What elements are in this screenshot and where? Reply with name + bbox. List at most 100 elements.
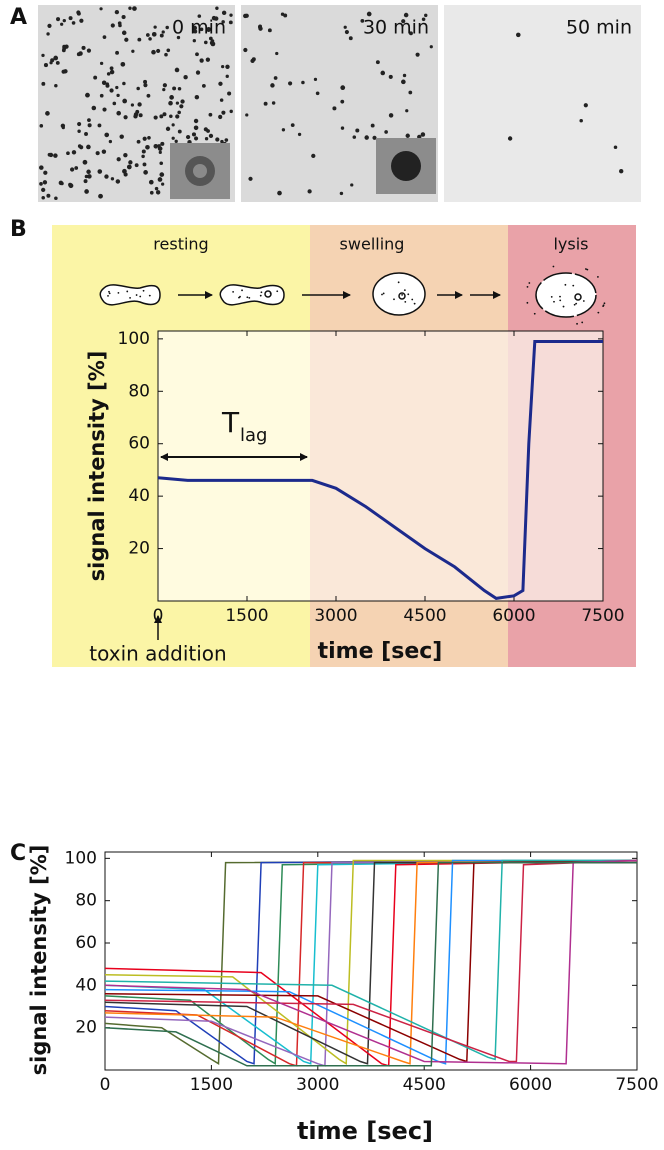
data-line <box>104 859 637 1061</box>
cell-dot <box>208 112 213 117</box>
cell-dot <box>199 58 204 63</box>
particle <box>553 300 555 303</box>
cell-dot <box>180 99 185 104</box>
cell-dot <box>343 25 347 29</box>
cell-dot <box>183 75 188 80</box>
inset-center <box>193 164 207 178</box>
data-line <box>104 859 638 1063</box>
cell-dot <box>84 132 88 136</box>
cell-dot <box>122 98 128 104</box>
cell-dot <box>340 85 346 91</box>
cell-dot <box>137 102 142 107</box>
cell-dot <box>61 69 66 74</box>
cell-dot <box>123 152 128 158</box>
cell-dot <box>53 153 58 158</box>
cell-dot <box>151 31 157 37</box>
data-line <box>104 861 637 1067</box>
particle <box>117 292 120 294</box>
time-label: 50 min <box>566 17 632 39</box>
cell-dot <box>151 49 156 55</box>
cell-dot <box>104 132 110 138</box>
cell-dot <box>123 115 128 120</box>
cell-dot <box>165 126 171 132</box>
phase-plot-background <box>508 331 603 601</box>
particle <box>108 290 110 293</box>
cell-dot <box>109 69 115 75</box>
cell-dot <box>115 50 119 55</box>
cell-dot <box>229 13 233 17</box>
cell-dot <box>215 6 219 10</box>
cell-dot <box>66 151 70 156</box>
cell-dot <box>162 83 167 88</box>
cell-dot <box>209 40 214 45</box>
cell-dot <box>164 52 168 57</box>
cell-dot <box>41 195 45 200</box>
cell-dot <box>201 84 206 88</box>
cell-dot <box>348 36 353 41</box>
cell-dot <box>171 123 175 127</box>
cell-dot <box>340 126 345 130</box>
cell-dot <box>158 150 162 154</box>
nucleus <box>398 292 406 300</box>
cell-dot <box>192 39 196 43</box>
cell-dot <box>208 133 214 138</box>
x-tick-label: 3000 <box>296 1075 339 1095</box>
cell-dot <box>175 114 180 119</box>
cell-dot <box>102 107 107 112</box>
cell-dot <box>221 64 225 69</box>
particle <box>562 305 565 308</box>
cell-dot <box>148 37 152 41</box>
cell-dot <box>117 21 122 26</box>
particle <box>559 295 561 298</box>
cell-dot <box>204 137 209 141</box>
cell-dot <box>132 6 137 11</box>
particle <box>533 312 536 315</box>
cell-dot <box>161 30 165 34</box>
cell-dot <box>142 162 147 167</box>
cell-dot <box>227 91 232 96</box>
cell-dot <box>46 193 51 198</box>
cell-dot <box>138 113 143 118</box>
cell-dot <box>121 30 127 36</box>
cell-dot <box>191 132 197 137</box>
cell-dot <box>49 61 53 65</box>
cell-dot <box>176 35 181 40</box>
cell-dot <box>47 23 52 28</box>
particle <box>139 295 142 298</box>
cell-dot <box>145 33 150 37</box>
cell-dot <box>77 121 82 127</box>
cell-dot <box>71 21 76 25</box>
plot-frame <box>104 851 638 1071</box>
particle <box>528 282 531 284</box>
cell-dot <box>193 29 198 34</box>
cell-dot <box>102 35 107 39</box>
data-line <box>104 859 637 1065</box>
cell-dot <box>177 86 182 91</box>
cell-dot <box>147 135 151 140</box>
cell-dot <box>155 190 161 195</box>
cell-dot <box>143 170 148 175</box>
cell-dot <box>185 134 191 140</box>
cell-dot <box>46 32 50 36</box>
cell-dot <box>114 9 120 15</box>
cell-dot <box>143 79 148 84</box>
cell-dot <box>79 18 84 23</box>
particle <box>393 298 395 301</box>
particle <box>401 293 404 296</box>
y-tick-label: 60 <box>75 933 97 953</box>
cell-dot <box>47 152 52 157</box>
cell-dot <box>177 110 181 115</box>
particle <box>246 296 249 299</box>
cell-dot <box>145 144 150 150</box>
particle <box>576 322 578 325</box>
cell-dot <box>415 52 420 57</box>
particle <box>572 284 575 287</box>
cell-dot <box>275 51 279 56</box>
cell-dot <box>199 27 204 32</box>
cell-dot <box>85 92 90 98</box>
particle <box>148 294 151 297</box>
cell-dot <box>124 37 129 42</box>
cell-dot <box>69 167 75 172</box>
cell-dot <box>157 144 161 148</box>
